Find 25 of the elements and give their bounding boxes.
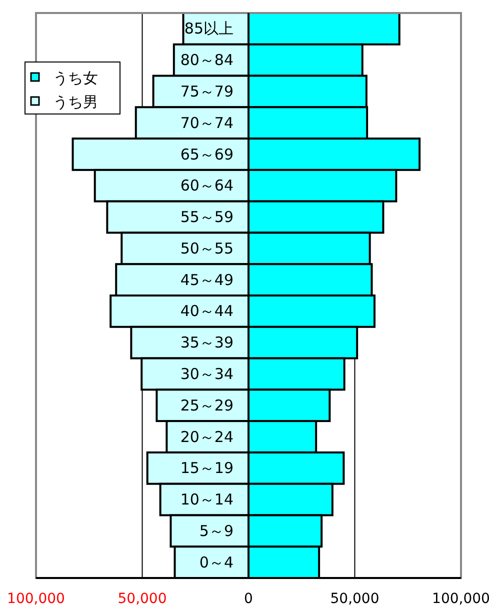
y-tick-label: 80～84 [180, 51, 234, 70]
y-tick-label: 35～39 [180, 334, 234, 352]
x-tick-label: 50,000 [330, 591, 380, 607]
y-tick-label: 40～44 [180, 302, 234, 320]
y-tick-label: 55～59 [180, 208, 234, 226]
y-tick-label: 75～79 [180, 82, 234, 100]
y-tick-label: 85以上 [184, 20, 234, 38]
y-tick-label: 50～55 [180, 239, 234, 258]
y-tick-label: 65～69 [180, 145, 234, 164]
y-tick-label: 45～49 [180, 270, 234, 289]
y-tick-label: 10～14 [180, 490, 234, 509]
y-tick-label: 25～29 [180, 396, 234, 414]
y-tick-label: 30～34 [180, 364, 234, 383]
x-tick-label: 0 [244, 591, 253, 607]
y-tick-label: 15～19 [180, 459, 234, 478]
x-tick-label: 50,000 [118, 591, 167, 607]
y-tick-label: 0～4 [199, 553, 234, 572]
y-tick-label: 70～74 [180, 114, 234, 132]
x-tick-label: 100,000 [432, 591, 489, 607]
legend-label: うち男 [53, 93, 98, 111]
y-tick-label: 5～9 [199, 522, 234, 540]
x-tick-label: 100,000 [7, 591, 65, 607]
y-tick-label: 20～24 [180, 428, 234, 446]
y-tick-label: 60～64 [180, 176, 234, 195]
legend-label: うち女 [53, 69, 98, 87]
